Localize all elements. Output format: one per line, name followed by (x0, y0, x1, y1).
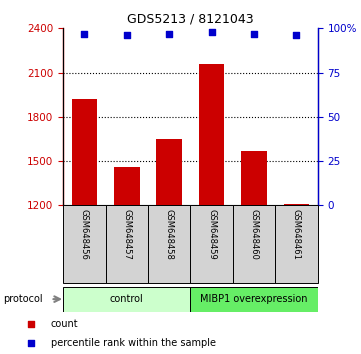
Bar (191, 205, 233, 283)
Bar (284, 204, 309, 205)
Text: GSM648457: GSM648457 (122, 209, 131, 260)
Text: control: control (110, 294, 144, 304)
Bar (242, 151, 267, 205)
Text: GSM648460: GSM648460 (249, 209, 258, 260)
Bar (156, 139, 182, 205)
Text: MIBP1 overexpression: MIBP1 overexpression (200, 294, 308, 304)
Text: percentile rank within the sample: percentile rank within the sample (51, 338, 216, 348)
Bar (114, 167, 139, 205)
Bar (71, 99, 97, 205)
Bar (191, 287, 318, 312)
Bar (275, 205, 318, 283)
Text: protocol: protocol (4, 294, 43, 304)
Text: count: count (51, 319, 78, 329)
Point (82, 31, 87, 36)
Text: GSM648456: GSM648456 (80, 209, 89, 260)
Title: GDS5213 / 8121043: GDS5213 / 8121043 (127, 13, 254, 26)
Point (28, 321, 34, 327)
Text: GSM648459: GSM648459 (207, 209, 216, 260)
Bar (63, 287, 191, 312)
Point (166, 31, 172, 36)
Text: GSM648461: GSM648461 (292, 209, 301, 260)
Bar (105, 205, 148, 283)
Point (124, 33, 130, 38)
Point (28, 341, 34, 346)
Bar (233, 205, 275, 283)
Point (293, 33, 299, 38)
Point (251, 31, 257, 36)
Bar (199, 64, 225, 205)
Bar (63, 205, 105, 283)
Text: GSM648458: GSM648458 (165, 209, 174, 260)
Bar (148, 205, 191, 283)
Point (209, 29, 214, 35)
